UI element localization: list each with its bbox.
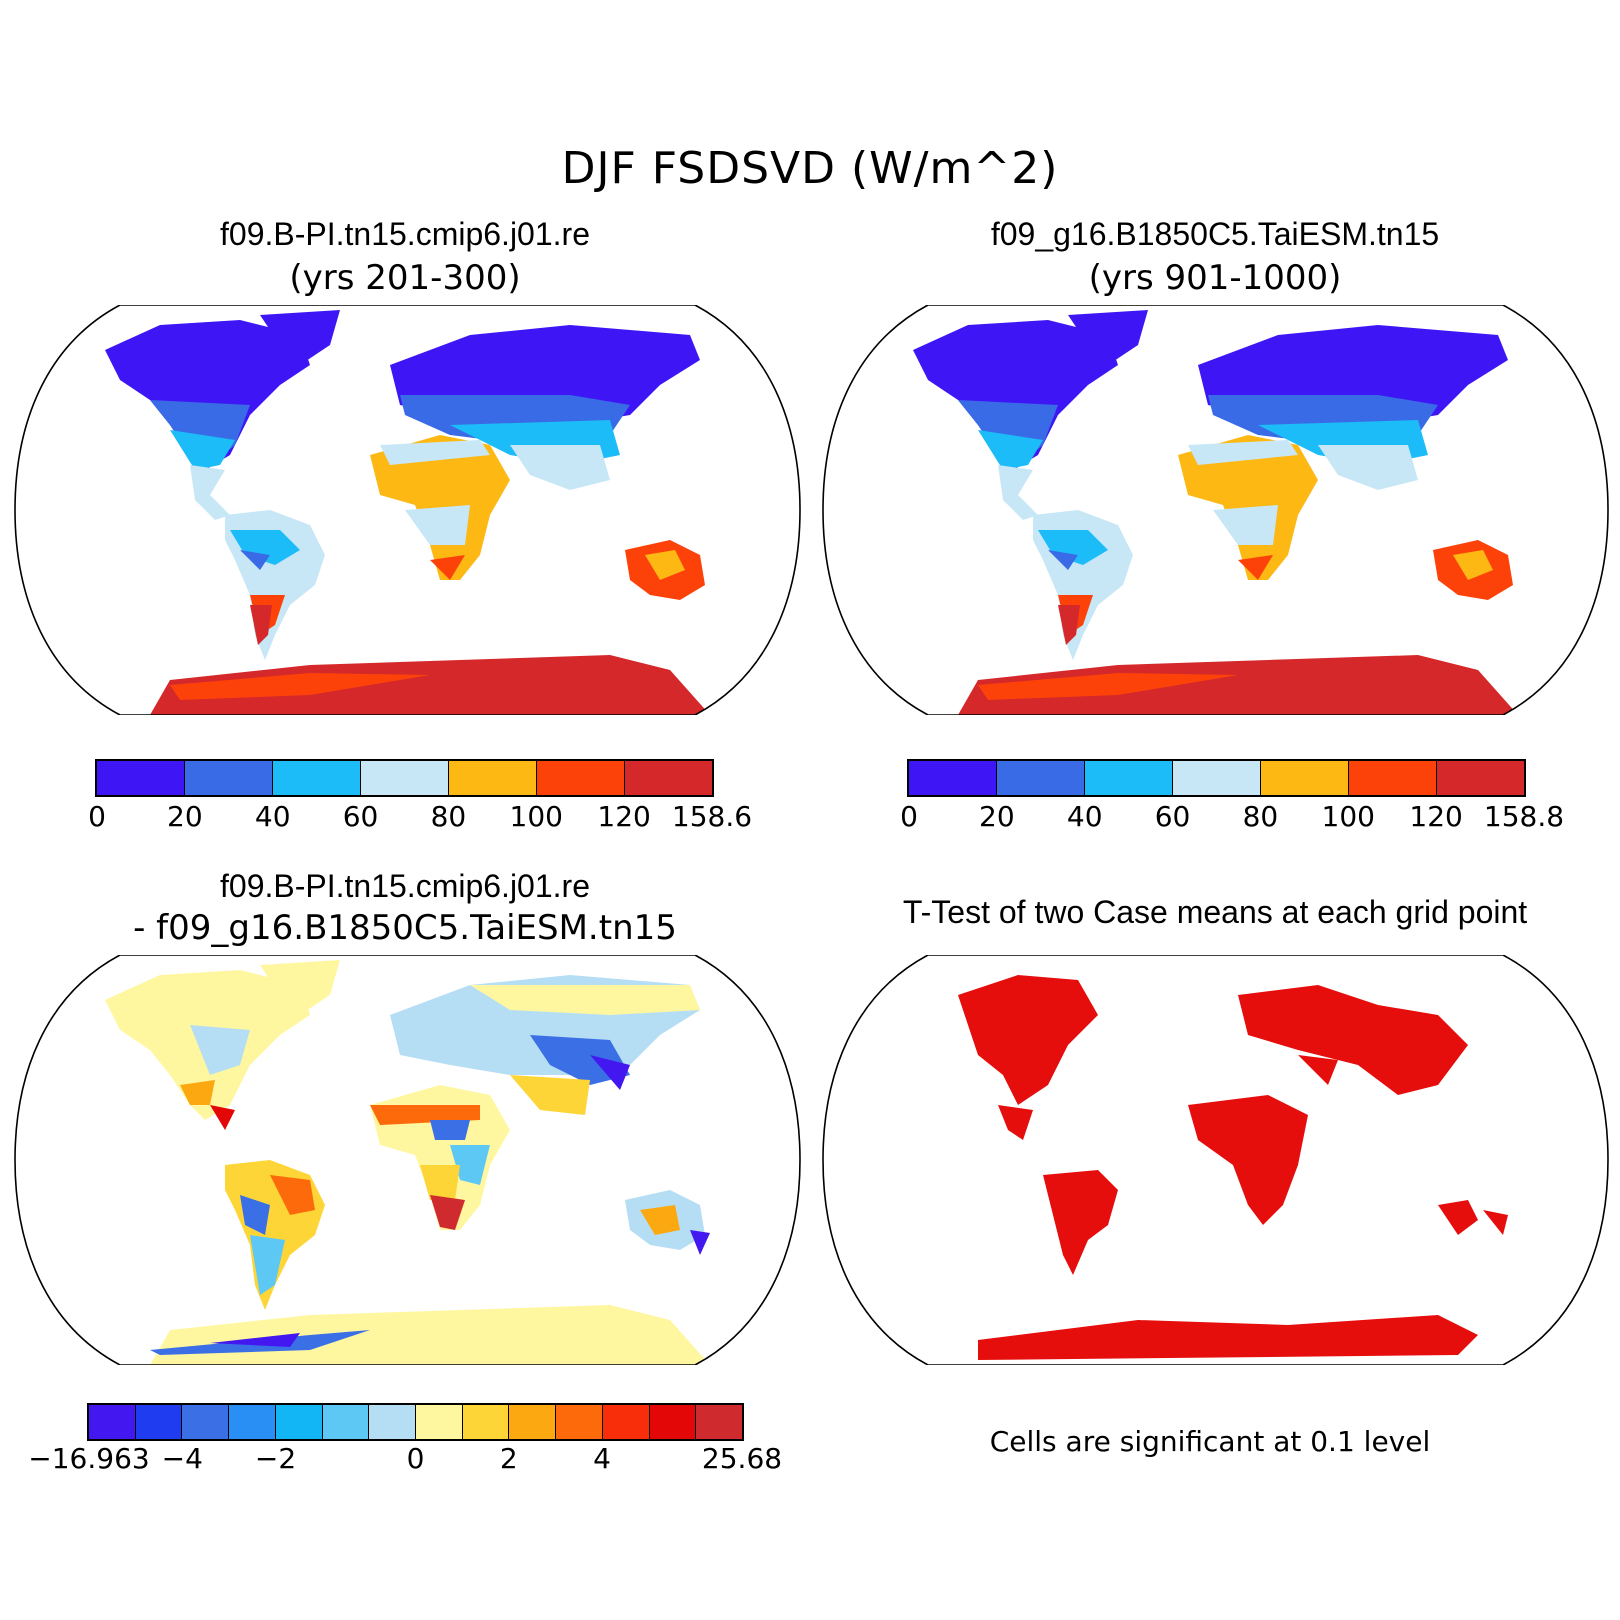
panel1-title: f09.B-PI.tn15.cmip6.j01.re	[220, 216, 590, 252]
colorbar-cell	[416, 1405, 463, 1439]
figure-title: DJF FSDSVD (W/m^2)	[561, 143, 1059, 194]
sig-australia	[1438, 1200, 1478, 1235]
colorbar-tick-label: 4	[593, 1442, 611, 1475]
colorbar-cell	[602, 1405, 650, 1439]
colorbar-tick-label: 100	[1321, 800, 1376, 833]
colorbar-tick-label: 2	[499, 1442, 518, 1475]
colorbar-cell	[97, 761, 185, 795]
colorbar-cell	[649, 1405, 697, 1439]
panel2-subtitle: (yrs 901-1000)	[1088, 258, 1342, 298]
panel3-title: f09.B-PI.tn15.cmip6.j01.re	[220, 868, 590, 904]
colorbar-cell	[909, 761, 997, 795]
colorbar-cell	[556, 1405, 603, 1439]
colorbar-cell	[449, 761, 537, 795]
colorbar-cell	[1173, 761, 1261, 795]
panel2-colorbar-ticks: 0 20 40 60 80 100 120 158.8	[810, 800, 1620, 840]
panel3-map	[14, 955, 801, 1365]
panel3-colorbar	[87, 1403, 744, 1441]
colorbar-cell	[185, 761, 273, 795]
colorbar-cell	[369, 1405, 417, 1439]
significance-note: Cells are significant at 0.1 level	[989, 1425, 1431, 1458]
antarctica	[150, 655, 710, 715]
panel1-map	[14, 305, 801, 715]
panel2-title: f09_g16.B1850C5.TaiESM.tn15	[990, 216, 1440, 252]
colorbar-tick-label: 120	[1409, 800, 1463, 833]
colorbar-cell	[537, 761, 625, 795]
sig-antarctica	[978, 1315, 1478, 1360]
panel3-subtitle: - f09_g16.B1850C5.TaiESM.tn15	[133, 908, 677, 948]
panel2-map	[822, 305, 1609, 715]
colorbar-tick-label: 100	[509, 800, 564, 833]
panel1-subtitle: (yrs 201-300)	[289, 258, 521, 298]
colorbar-tick-label: −2	[254, 1442, 297, 1475]
sig-north-america	[958, 975, 1098, 1105]
antarctica	[150, 1305, 710, 1365]
antarctica	[958, 655, 1518, 715]
colorbar-cell	[1085, 761, 1173, 795]
colorbar-cell	[696, 1405, 743, 1439]
colorbar-tick-label: −4	[161, 1442, 203, 1475]
colorbar-tick-label: 40	[254, 800, 291, 833]
colorbar-tick-label: 120	[597, 800, 651, 833]
colorbar-tick-label: 80	[430, 800, 467, 833]
colorbar-tick-label: 20	[979, 800, 1015, 833]
colorbar-cell	[361, 761, 449, 795]
colorbar-tick-label: 0	[88, 800, 106, 833]
north-america	[105, 320, 310, 470]
colorbar-cell	[1261, 761, 1349, 795]
colorbar-cell	[182, 1405, 230, 1439]
colorbar-cell	[322, 1405, 370, 1439]
colorbar-cell	[135, 1405, 183, 1439]
colorbar-tick-label: 80	[1242, 800, 1279, 833]
greenland	[260, 310, 340, 365]
colorbar-tick-label: 40	[1066, 800, 1103, 833]
colorbar-cell	[89, 1405, 136, 1439]
north-america	[913, 320, 1118, 470]
colorbar-cell	[509, 1405, 557, 1439]
colorbar-tick-label: 60	[342, 800, 379, 833]
colorbar-tick-label: 20	[167, 800, 203, 833]
colorbar-cell	[462, 1405, 510, 1439]
sig-south-america	[1043, 1170, 1118, 1275]
colorbar-tick-label: 60	[1154, 800, 1191, 833]
colorbar-tick-label: 25.68	[701, 1442, 783, 1475]
panel2-colorbar	[907, 759, 1526, 797]
panel3-colorbar-ticks: −16.963 −4 −2 0 2 4 25.68	[0, 1442, 810, 1482]
colorbar-cell	[275, 1405, 323, 1439]
colorbar-tick-label: −16.963	[28, 1442, 150, 1475]
panel4-title: T-Test of two Case means at each grid po…	[902, 894, 1528, 930]
colorbar-tick-label: 0	[406, 1442, 425, 1475]
panel1-colorbar-ticks: 0 20 40 60 80 100 120 158.6	[0, 800, 810, 840]
greenland	[1068, 310, 1148, 365]
greenland	[260, 960, 340, 1015]
sig-eurasia	[1238, 985, 1468, 1095]
colorbar-cell	[229, 1405, 276, 1439]
colorbar-tick-label: 0	[900, 800, 918, 833]
colorbar-tick-label: 158.6	[671, 800, 753, 833]
colorbar-cell	[625, 761, 712, 795]
panel1-colorbar	[95, 759, 714, 797]
colorbar-tick-label: 158.8	[1483, 800, 1565, 833]
sig-africa	[1188, 1095, 1308, 1225]
panel4-map	[822, 955, 1609, 1365]
colorbar-cell	[1437, 761, 1524, 795]
colorbar-cell	[1349, 761, 1437, 795]
colorbar-cell	[997, 761, 1085, 795]
colorbar-cell	[273, 761, 361, 795]
